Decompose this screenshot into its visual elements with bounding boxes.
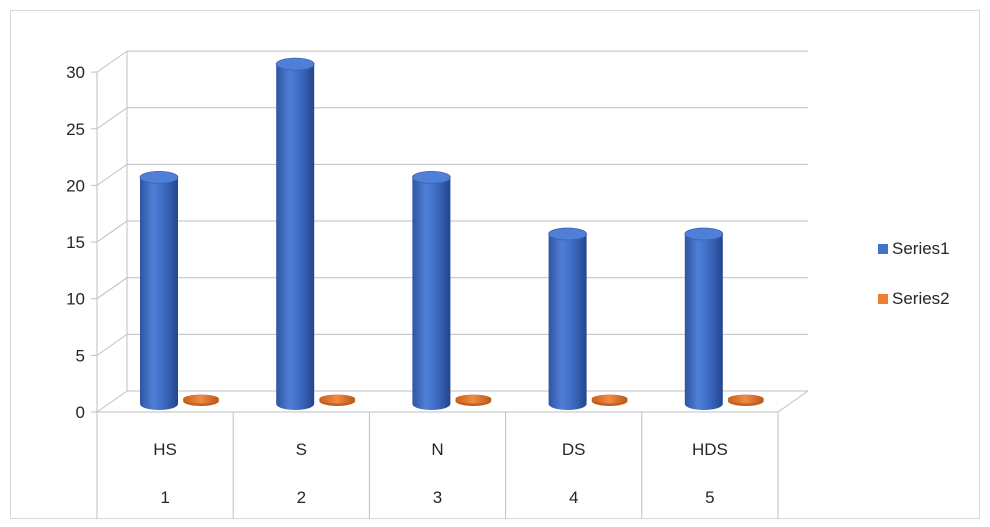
bar-series1	[139, 170, 179, 410]
bar-series2	[727, 394, 764, 406]
gridline-depth	[96, 107, 128, 130]
bar-series2-top	[319, 394, 356, 404]
legend-item-series1: Series1	[878, 237, 950, 260]
bar-series2	[455, 394, 492, 406]
axes	[91, 51, 809, 413]
bar-series1	[275, 57, 315, 410]
bar-series1-top	[139, 170, 179, 184]
y-tick-label: 10	[66, 290, 85, 309]
legend: Series1 Series2	[878, 237, 950, 337]
bar-series1-top	[275, 57, 315, 71]
legend-label-series1: Series1	[892, 238, 950, 258]
category-label: DS	[562, 440, 586, 459]
category-index-label: 1	[160, 488, 169, 507]
category-label: S	[296, 440, 307, 459]
bar-series2-top	[727, 394, 764, 404]
bar-series2	[319, 394, 356, 406]
y-tick-label: 25	[66, 120, 85, 139]
gridline-depth	[96, 333, 128, 356]
y-tick-label: 5	[76, 346, 85, 365]
bar-series2-top	[183, 394, 219, 404]
legend-swatch-series2	[878, 293, 888, 304]
bar-series1-body	[684, 234, 723, 410]
gridline-depth	[96, 220, 128, 243]
bar-series2	[183, 394, 219, 406]
gridline-depth	[96, 277, 128, 300]
bar-series2-top	[455, 394, 492, 404]
legend-swatch-series1	[878, 243, 888, 254]
category-index-label: 2	[297, 488, 306, 507]
bars	[139, 57, 764, 410]
bar-series1-top	[411, 170, 451, 184]
legend-label-series2: Series2	[892, 288, 950, 308]
y-tick-labels: 0 5 10 15 20 25 30	[66, 63, 85, 422]
bar-series1-body	[140, 177, 178, 410]
gridline-depth	[96, 50, 128, 73]
category-index-label: 5	[705, 488, 714, 507]
gridline-depth	[96, 390, 128, 413]
category-axis: HS 1 S 2 N 3 DS 4 HDS 5	[96, 412, 779, 519]
bar-series1-body	[276, 64, 315, 410]
category-index-label: 4	[569, 488, 578, 507]
gridline-depth	[96, 163, 128, 186]
chart-frame	[10, 10, 980, 519]
y-tick-label: 20	[66, 176, 85, 195]
category-label: HS	[153, 440, 177, 459]
floor-right-edge	[777, 390, 809, 413]
bar-series1-body	[412, 177, 451, 410]
bar-series1-top	[548, 227, 587, 241]
legend-item-series2: Series2	[878, 287, 950, 310]
y-tick-label: 30	[66, 63, 85, 82]
bar-series1	[411, 170, 451, 410]
bar-series2-top	[591, 394, 628, 404]
bar-series1-top	[684, 227, 724, 241]
category-label: N	[431, 440, 443, 459]
bar-series1	[548, 227, 587, 410]
y-tick-label: 15	[66, 233, 85, 252]
bar-series1	[684, 227, 724, 410]
y-tick-label: 0	[76, 403, 85, 422]
bar-series2	[591, 394, 628, 406]
category-index-label: 3	[433, 488, 442, 507]
bar-series1-body	[548, 234, 587, 410]
category-label: HDS	[692, 440, 728, 459]
